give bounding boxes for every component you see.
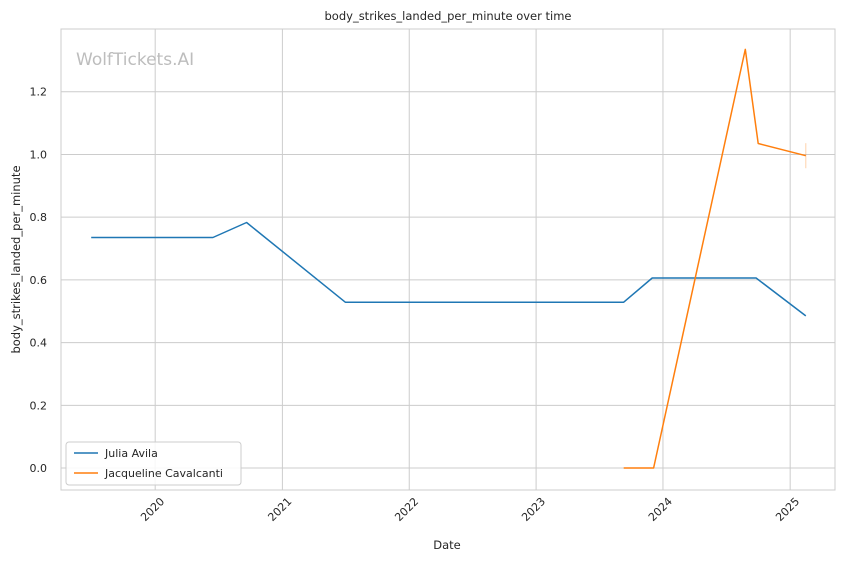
y-axis-label: body_strikes_landed_per_minute — [9, 165, 23, 353]
y-axis-ticks: 0.0 0.2 0.4 0.6 0.8 1.0 1.2 — [30, 86, 48, 475]
y-tick-label: 1.0 — [30, 148, 48, 161]
legend: Julia Avila Jacqueline Cavalcanti — [65, 441, 242, 486]
grid-lines — [61, 29, 835, 490]
y-tick-label: 0.6 — [30, 274, 48, 287]
y-tick-label: 0.0 — [30, 462, 48, 475]
series-line-julia-avila — [91, 221, 807, 317]
chart-title: body_strikes_landed_per_minute over time — [325, 9, 572, 23]
y-tick-label: 0.8 — [30, 211, 48, 224]
x-axis-label: Date — [433, 538, 461, 552]
y-tick-label: 0.2 — [30, 399, 48, 412]
legend-label-jacqueline-cavalcanti: Jacqueline Cavalcanti — [104, 467, 223, 480]
plot-frame — [60, 28, 836, 491]
legend-label-julia-avila: Julia Avila — [104, 447, 158, 460]
y-tick-label: 0.4 — [30, 337, 48, 350]
legend-box — [65, 441, 242, 486]
series-line-jacqueline-cavalcanti — [623, 48, 806, 469]
series-lines — [91, 48, 807, 469]
plot-area — [61, 29, 835, 490]
y-tick-label: 1.2 — [30, 86, 48, 99]
watermark: WolfTickets.AI — [76, 50, 194, 70]
